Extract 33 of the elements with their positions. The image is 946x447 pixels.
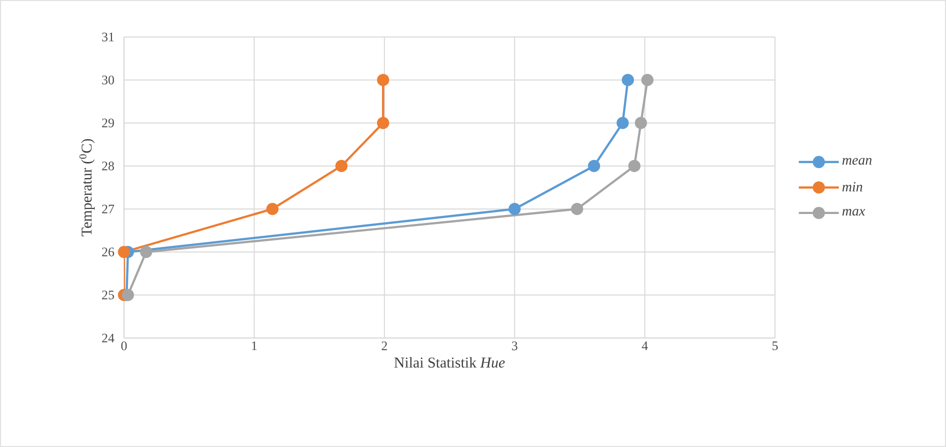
x-tick-label: 2 xyxy=(382,342,387,350)
y-tick-label: 28 xyxy=(102,162,114,170)
legend-label: max xyxy=(842,208,866,216)
x-tick-label: 5 xyxy=(772,342,778,350)
point xyxy=(377,74,390,86)
point xyxy=(634,116,647,130)
point xyxy=(616,116,629,130)
x-tick-label: 0 xyxy=(121,342,127,350)
y-axis-title: Temperatur ($^{0}$C) xyxy=(79,139,95,236)
y-tick-label: 27 xyxy=(102,204,114,214)
y-tick-label: 26 xyxy=(102,248,114,256)
x-tick-label: 4 xyxy=(642,342,648,350)
point xyxy=(377,116,390,130)
y-tick-label: 31 xyxy=(102,32,114,42)
point xyxy=(335,160,348,172)
legend-label: mean xyxy=(842,158,872,165)
y-tick-label: 30 xyxy=(102,76,114,84)
point xyxy=(622,74,634,86)
point xyxy=(628,160,640,172)
point xyxy=(641,74,654,86)
point xyxy=(118,246,130,258)
y-tick-label: 24 xyxy=(102,334,114,342)
point xyxy=(266,202,279,216)
y-tick-label: 25 xyxy=(102,290,114,300)
y-tick-label: 29 xyxy=(102,118,114,128)
x-tick-label: 1 xyxy=(252,342,257,350)
x-tick-label: 3 xyxy=(512,342,518,350)
legend-label: min xyxy=(842,182,862,192)
point xyxy=(140,246,152,258)
point xyxy=(508,202,521,216)
x-axis-title: Nilai Statistik Hue xyxy=(394,357,505,368)
point xyxy=(571,202,584,216)
point xyxy=(588,160,600,172)
